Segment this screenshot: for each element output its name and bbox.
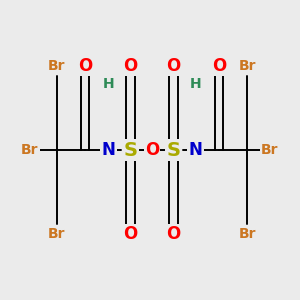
Text: Br: Br	[261, 143, 279, 157]
Text: O: O	[123, 57, 137, 75]
Text: O: O	[145, 141, 159, 159]
Text: O: O	[212, 57, 226, 75]
Text: H: H	[103, 77, 115, 91]
Text: H: H	[189, 77, 201, 91]
Text: O: O	[78, 57, 92, 75]
Text: Br: Br	[48, 227, 65, 241]
Text: Br: Br	[238, 227, 256, 241]
Text: Br: Br	[21, 143, 39, 157]
Text: N: N	[102, 141, 116, 159]
Text: N: N	[188, 141, 202, 159]
Text: S: S	[167, 140, 181, 160]
Text: O: O	[167, 57, 181, 75]
Text: Br: Br	[48, 59, 65, 73]
Text: O: O	[123, 225, 137, 243]
Text: S: S	[123, 140, 137, 160]
Text: O: O	[167, 225, 181, 243]
Text: Br: Br	[238, 59, 256, 73]
